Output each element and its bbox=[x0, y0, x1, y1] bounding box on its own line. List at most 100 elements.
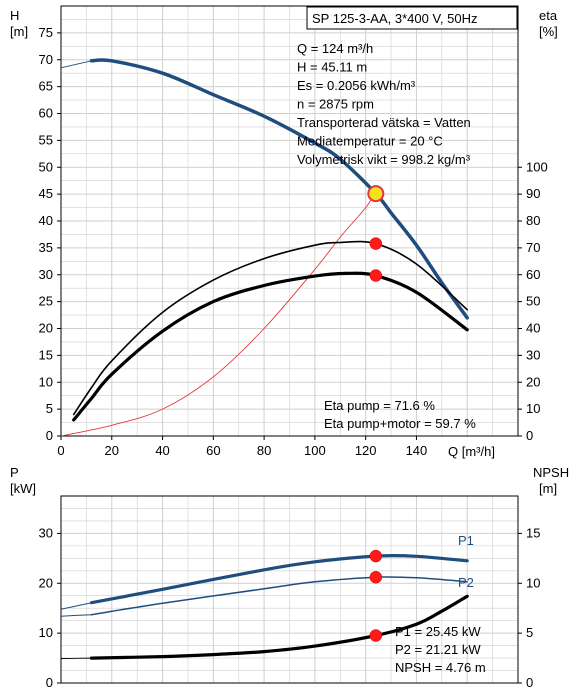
efficiency-h-curve bbox=[60, 190, 377, 437]
h-tick-label: 0 bbox=[46, 428, 53, 443]
q-tick-label: 100 bbox=[304, 443, 326, 458]
h-tick-label: 70 bbox=[39, 52, 53, 67]
eta-axis-ticks: 0 10 20 30 40 50 60 70 80 90 100 bbox=[518, 159, 548, 443]
info-line: Es = 0.2056 kWh/m³ bbox=[297, 78, 416, 93]
power-info-line: P1 = 25.45 kW bbox=[395, 624, 481, 639]
top-grid bbox=[60, 5, 519, 437]
p-tick-label: 10 bbox=[39, 625, 53, 640]
q-axis-ticks: 0 20 40 60 80 100 120 140 bbox=[57, 436, 427, 458]
npsh-tick-label: 10 bbox=[526, 575, 540, 590]
operating-info: Q = 124 m³/h H = 45.11 m Es = 0.2056 kWh/m… bbox=[297, 41, 471, 167]
npsh-axis-ticks: 0 5 10 15 bbox=[518, 525, 540, 690]
npsh-tick-label: 5 bbox=[526, 625, 533, 640]
h-axis-ticks: 0 5 10 15 20 25 30 35 40 45 50 55 60 65 70 75 bbox=[39, 25, 61, 443]
h-tick-label: 35 bbox=[39, 240, 53, 255]
h-tick-label: 10 bbox=[39, 374, 53, 389]
eta-line: Eta pump = 71.6 % bbox=[324, 398, 435, 413]
bottom-grid bbox=[60, 495, 519, 684]
duty-point-eta bbox=[369, 269, 383, 282]
eta-tick-label: 10 bbox=[526, 401, 540, 416]
npsh-tick-label: 15 bbox=[526, 525, 540, 540]
eta-pump-motor-curve bbox=[72, 271, 469, 422]
power-info-line: NPSH = 4.76 m bbox=[395, 660, 486, 675]
info-line: H = 45.11 m bbox=[297, 60, 367, 75]
eta-tick-label: 100 bbox=[526, 159, 548, 174]
h-tick-label: 5 bbox=[46, 401, 53, 416]
h-tick-label: 75 bbox=[39, 25, 53, 40]
q-tick-label: 40 bbox=[155, 443, 169, 458]
p2-series-name: P2 bbox=[458, 575, 474, 590]
bottom-plot-frame bbox=[60, 495, 519, 684]
head-curve bbox=[89, 58, 469, 320]
info-line: Volymetrisk vikt = 998.2 kg/m³ bbox=[297, 152, 471, 167]
p2-curve-extension bbox=[60, 614, 92, 617]
h-tick-label: 55 bbox=[39, 132, 53, 147]
duty-point-eta bbox=[369, 237, 383, 250]
eta-tick-label: 30 bbox=[526, 347, 540, 362]
duty-point-head bbox=[367, 185, 385, 203]
h-tick-label: 25 bbox=[39, 294, 53, 309]
eta-axis-name: eta bbox=[539, 8, 558, 23]
h-tick-label: 60 bbox=[39, 106, 53, 121]
power-info-line: P2 = 21.21 kW bbox=[395, 642, 481, 657]
eta-pump-curve bbox=[72, 240, 468, 416]
duty-point bbox=[369, 549, 383, 563]
eta-tick-label: 40 bbox=[526, 321, 540, 336]
h-tick-label: 15 bbox=[39, 347, 53, 362]
npsh-curve-extension bbox=[60, 657, 92, 660]
chart-title: SP 125-3-AA, 3*400 V, 50Hz bbox=[312, 11, 478, 26]
h-tick-label: 45 bbox=[39, 186, 53, 201]
eta-tick-label: 20 bbox=[526, 374, 540, 389]
p-tick-label: 30 bbox=[39, 525, 53, 540]
h-axis-name: H bbox=[10, 8, 19, 23]
eta-tick-label: 0 bbox=[526, 428, 533, 443]
h-tick-label: 40 bbox=[39, 213, 53, 228]
eta-axis-unit: [%] bbox=[539, 24, 558, 39]
eta-info: Eta pump = 71.6 % Eta pump+motor = 59.7 % bbox=[324, 398, 476, 431]
h-axis-unit: [m] bbox=[10, 24, 28, 39]
p-axis-unit: [kW] bbox=[10, 481, 36, 496]
duty-point bbox=[369, 629, 383, 642]
duty-point bbox=[369, 570, 383, 584]
p-axis-ticks: 0 10 20 30 bbox=[39, 525, 61, 690]
info-line: Q = 124 m³/h bbox=[297, 41, 373, 56]
p1-series-name: P1 bbox=[458, 533, 474, 548]
eta-tick-label: 50 bbox=[526, 294, 540, 309]
q-tick-label: 20 bbox=[105, 443, 119, 458]
eta-tick-label: 70 bbox=[526, 240, 540, 255]
p1-curve bbox=[89, 553, 469, 605]
head-efficiency-chart: SP 125-3-AA, 3*400 V, 50Hz Q = 124 m³/h H… bbox=[10, 5, 558, 459]
q-tick-label: 120 bbox=[355, 443, 377, 458]
p2-curve bbox=[90, 576, 468, 616]
q-axis-label: Q [m³/h] bbox=[448, 444, 495, 459]
h-tick-label: 20 bbox=[39, 321, 53, 336]
npsh-tick-label: 0 bbox=[526, 675, 533, 690]
eta-tick-label: 60 bbox=[526, 267, 540, 282]
info-line: n = 2875 rpm bbox=[297, 97, 374, 112]
p-tick-label: 20 bbox=[39, 575, 53, 590]
q-tick-label: 80 bbox=[257, 443, 271, 458]
q-tick-label: 0 bbox=[57, 443, 64, 458]
h-tick-label: 30 bbox=[39, 267, 53, 282]
q-tick-label: 140 bbox=[406, 443, 428, 458]
h-tick-label: 65 bbox=[39, 79, 53, 94]
eta-line: Eta pump+motor = 59.7 % bbox=[324, 416, 476, 431]
npsh-axis-unit: [m] bbox=[539, 481, 557, 496]
top-curves bbox=[60, 58, 469, 437]
power-npsh-chart: P1 P2 P1 = 25.45 kW P2 = 21.21 kW NPSH = 4.… bbox=[10, 465, 569, 690]
h-tick-label: 50 bbox=[39, 159, 53, 174]
bottom-curves bbox=[60, 553, 469, 660]
head-curve-extension bbox=[60, 60, 92, 69]
npsh-axis-name: NPSH bbox=[533, 465, 569, 480]
top-duty-points bbox=[367, 185, 385, 282]
p1-curve-extension bbox=[60, 602, 92, 610]
series-names: P1 P2 bbox=[458, 533, 474, 590]
info-line: Mediatemperatur = 20 °C bbox=[297, 134, 443, 149]
p-tick-label: 0 bbox=[46, 675, 53, 690]
q-tick-label: 60 bbox=[206, 443, 220, 458]
eta-tick-label: 90 bbox=[526, 186, 540, 201]
bottom-duty-points bbox=[369, 549, 383, 642]
info-line: Transporterad vätska = Vatten bbox=[297, 115, 471, 130]
eta-tick-label: 80 bbox=[526, 213, 540, 228]
